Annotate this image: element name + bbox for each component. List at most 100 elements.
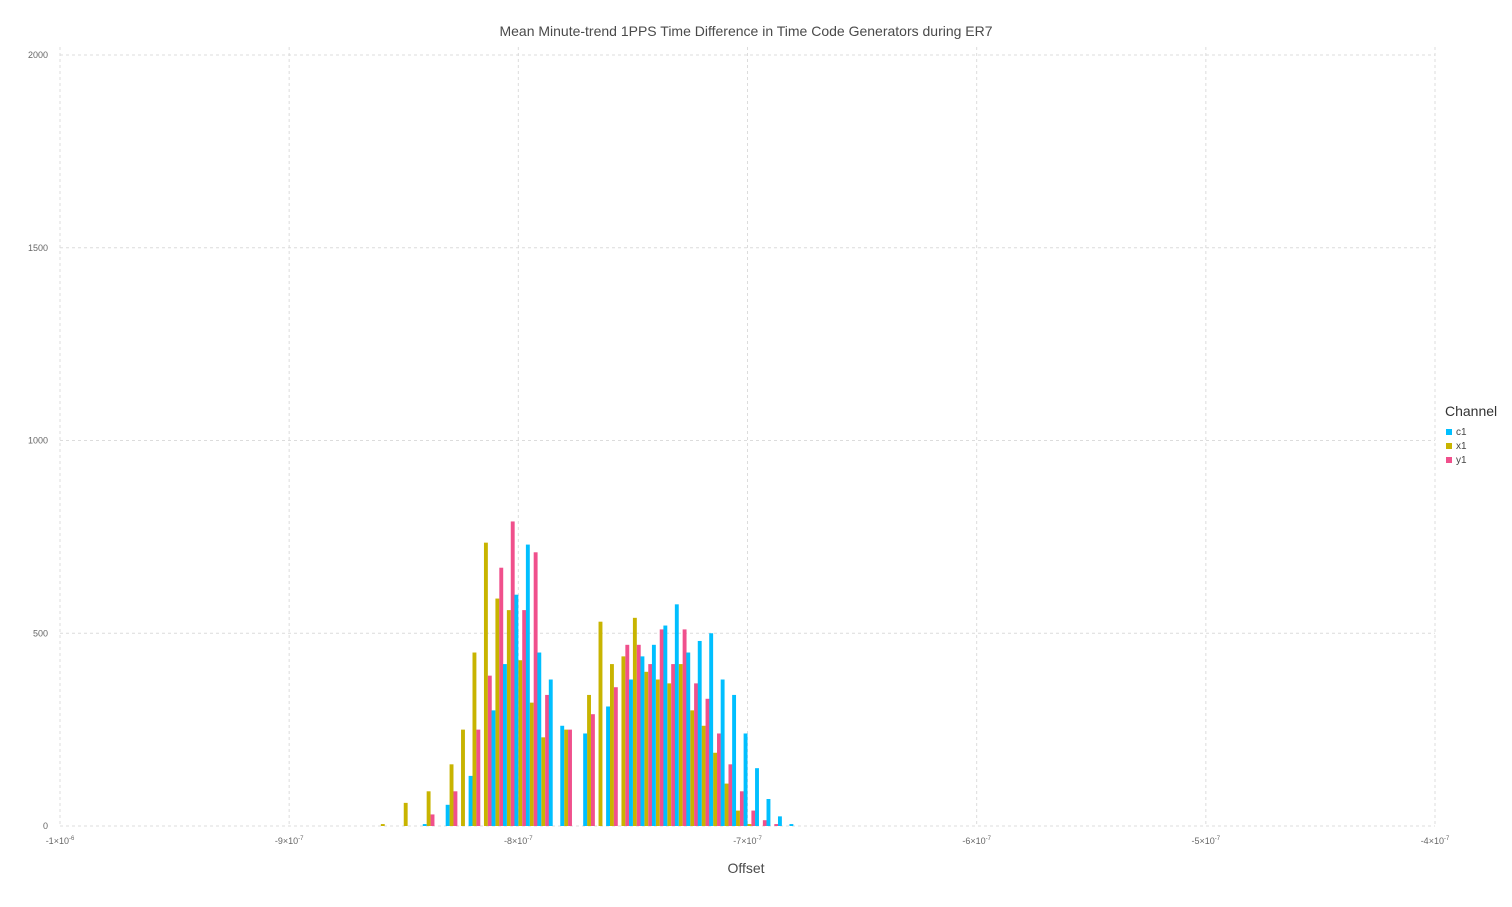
bar-x1 — [598, 621, 603, 826]
legend-title: Channel — [1445, 403, 1497, 419]
bar-y1 — [671, 664, 676, 826]
bar-y1 — [613, 687, 618, 826]
bar-y1 — [659, 629, 664, 826]
bar-x1 — [724, 783, 729, 826]
bar-c1 — [686, 652, 691, 826]
y-tick-label: 2000 — [28, 50, 48, 60]
x-tick-label: -6×10-7 — [962, 836, 991, 846]
bar-c1 — [514, 594, 519, 826]
bar-x1 — [747, 824, 752, 826]
bar-x1 — [518, 660, 523, 826]
bar-x1 — [701, 725, 706, 826]
bar-c1 — [709, 633, 714, 826]
y-axis-ticks: 0 500 1000 1500 2000 — [28, 50, 48, 831]
bar-x1 — [655, 679, 660, 826]
bar-x1 — [610, 664, 614, 826]
bar-y1 — [648, 664, 653, 826]
bar-x1 — [564, 729, 569, 826]
bar-x1 — [483, 542, 488, 826]
y-tick-label: 0 — [43, 821, 48, 831]
x-tick-label: -7×10-7 — [733, 836, 762, 846]
bar-y1 — [751, 810, 756, 826]
bar-y1 — [739, 791, 744, 826]
legend-label-x1: x1 — [1456, 441, 1467, 452]
bar-x1 — [621, 656, 626, 826]
bar-c1 — [445, 804, 450, 826]
bar-x1 — [736, 810, 740, 826]
series-x1 — [380, 542, 752, 826]
bar-c1 — [777, 816, 782, 826]
bar-y1 — [453, 791, 458, 826]
x-tick-label: -9×10-7 — [275, 836, 304, 846]
bar-y1 — [682, 629, 687, 826]
bar-y1 — [533, 552, 538, 826]
bar-x1 — [403, 802, 408, 826]
bar-c1 — [674, 604, 679, 826]
bar-c1 — [468, 775, 473, 826]
bar-c1 — [732, 694, 737, 826]
bar-c1 — [789, 824, 794, 826]
bar-y1 — [717, 733, 721, 826]
bar-c1 — [583, 733, 588, 826]
bar-y1 — [625, 644, 630, 826]
bar-x1 — [678, 664, 683, 826]
series-c1 — [422, 544, 794, 826]
bar-c1 — [766, 799, 771, 826]
x-axis-label: Offset — [727, 860, 764, 876]
y-tick-label: 1000 — [28, 436, 48, 446]
bar-x1 — [541, 737, 546, 826]
bar-x1 — [380, 824, 385, 826]
legend-label-c1: c1 — [1456, 427, 1467, 438]
bar-y1 — [636, 644, 641, 826]
bar-x1 — [644, 671, 649, 826]
bar-y1 — [728, 764, 733, 826]
x-axis-ticks: -1×10-6 -9×10-7 -8×10-7 -7×10-7 -6×10-7 -5×10… — [46, 836, 1450, 846]
bar-c1 — [422, 824, 427, 826]
x-tick-label: -5×10-7 — [1192, 836, 1221, 846]
bar-y1 — [487, 675, 492, 826]
bar-c1 — [651, 644, 656, 826]
bar-y1 — [568, 729, 572, 826]
x-tick-label: -1×10-6 — [46, 836, 75, 846]
bar-x1 — [529, 702, 534, 826]
bar-x1 — [713, 752, 718, 826]
bar-x1 — [495, 598, 500, 826]
bar-c1 — [755, 768, 759, 826]
bar-y1 — [430, 814, 435, 826]
series-y1 — [430, 521, 779, 826]
bar-c1 — [491, 710, 496, 826]
x-tick-label: -8×10-7 — [504, 836, 533, 846]
bar-c1 — [560, 725, 565, 826]
bar-c1 — [697, 640, 702, 826]
legend-swatch-c1 — [1446, 429, 1452, 435]
bar-x1 — [690, 710, 695, 826]
bar-y1 — [499, 567, 504, 826]
legend-swatch-x1 — [1446, 443, 1452, 449]
y-tick-label: 500 — [33, 628, 48, 638]
bar-c1 — [537, 652, 542, 826]
legend: Channel c1 x1 y1 — [1445, 403, 1497, 466]
grid-lines — [59, 47, 1436, 827]
bar-c1 — [548, 679, 553, 826]
bar-x1 — [426, 791, 431, 826]
bar-c1 — [663, 625, 668, 826]
bar-c1 — [640, 656, 645, 826]
bar-y1 — [762, 820, 767, 826]
bar-c1 — [743, 733, 748, 826]
bar-y1 — [590, 714, 595, 826]
bar-x1 — [587, 694, 591, 826]
bar-x1 — [667, 683, 672, 826]
bar-x1 — [461, 729, 465, 826]
bar-y1 — [522, 610, 527, 826]
bar-x1 — [632, 617, 637, 826]
bar-c1 — [629, 679, 633, 826]
bar-c1 — [502, 664, 507, 826]
x-tick-label: -4×10-7 — [1421, 836, 1450, 846]
bar-x1 — [472, 652, 477, 826]
bar-c1 — [720, 679, 725, 826]
bar-y1 — [510, 521, 515, 826]
legend-label-y1: y1 — [1456, 455, 1467, 466]
bar-c1 — [606, 706, 610, 826]
bar-x1 — [449, 764, 454, 826]
